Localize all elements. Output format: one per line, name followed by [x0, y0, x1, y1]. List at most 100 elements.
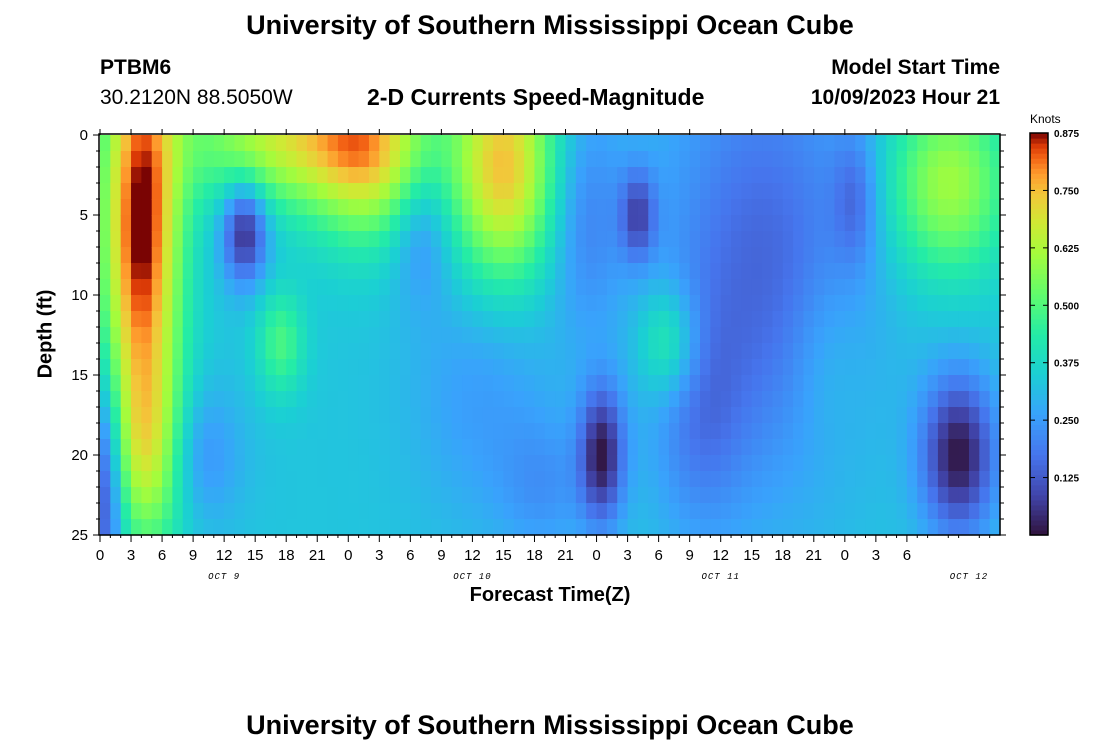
- heatmap-cell: [896, 135, 908, 152]
- heatmap-cell: [793, 151, 805, 168]
- heatmap-cell: [534, 167, 546, 184]
- heatmap-cell: [255, 327, 267, 344]
- heatmap-cell: [317, 359, 329, 376]
- heatmap-cell: [834, 407, 846, 424]
- date-label: OCT 10: [453, 572, 491, 582]
- heatmap-cell: [917, 263, 929, 280]
- heatmap-cell: [224, 391, 236, 408]
- heatmap-cell: [141, 455, 153, 472]
- heatmap-cell: [793, 135, 805, 152]
- heatmap-cell: [637, 391, 649, 408]
- heatmap-cell: [503, 455, 515, 472]
- heatmap-cell: [710, 247, 722, 264]
- heatmap-cell: [813, 519, 825, 536]
- heatmap-cell: [193, 135, 205, 152]
- heatmap-cell: [782, 407, 794, 424]
- heatmap-cell: [937, 343, 949, 360]
- heatmap-cell: [172, 503, 184, 520]
- heatmap-cell: [420, 343, 432, 360]
- heatmap-cell: [234, 423, 246, 440]
- heatmap-cell: [203, 375, 215, 392]
- heatmap-cell: [472, 183, 484, 200]
- heatmap-cell: [606, 519, 618, 536]
- heatmap-cell: [400, 167, 411, 184]
- heatmap-cell: [172, 151, 184, 168]
- heatmap-cell: [131, 359, 142, 376]
- heatmap-cell: [244, 167, 256, 184]
- heatmap-cell: [658, 167, 670, 184]
- heatmap-cell: [348, 487, 360, 504]
- heatmap-cell: [193, 327, 205, 344]
- heatmap-cell: [979, 167, 991, 184]
- heatmap-cell: [462, 295, 474, 312]
- heatmap-cell: [544, 167, 556, 184]
- heatmap-cell: [658, 231, 670, 248]
- colorbar-segment: [1030, 198, 1048, 204]
- heatmap-cell: [431, 407, 442, 424]
- heatmap-cell: [120, 503, 132, 520]
- heatmap-cell: [544, 151, 556, 168]
- heatmap-cell: [793, 247, 805, 264]
- heatmap-cell: [668, 247, 680, 264]
- heatmap-cell: [120, 167, 132, 184]
- heatmap-cell: [648, 391, 660, 408]
- heatmap-cell: [400, 231, 411, 248]
- heatmap-cell: [648, 263, 660, 280]
- heatmap-cell: [875, 183, 887, 200]
- heatmap-cell: [255, 391, 267, 408]
- heatmap-cell: [772, 199, 784, 216]
- heatmap-cell: [782, 343, 794, 360]
- colorbar-segment: [1030, 253, 1048, 260]
- heatmap-cell: [824, 471, 836, 488]
- heatmap-cell: [110, 455, 122, 472]
- heatmap-cell: [420, 263, 432, 280]
- heatmap-cell: [265, 327, 277, 344]
- heatmap-cell: [431, 503, 442, 520]
- heatmap-cell: [772, 295, 784, 312]
- heatmap-cell: [803, 311, 815, 328]
- heatmap-cell: [741, 327, 753, 344]
- heatmap-cell: [751, 295, 763, 312]
- heatmap-cell: [172, 407, 184, 424]
- heatmap-cell: [286, 423, 298, 440]
- heatmap-cell: [689, 423, 701, 440]
- heatmap-cell: [751, 439, 763, 456]
- x-tick-label: 21: [557, 547, 574, 564]
- heatmap-cell: [979, 423, 991, 440]
- heatmap-cell: [906, 439, 918, 456]
- heatmap-cell: [741, 391, 753, 408]
- heatmap-cell: [451, 215, 463, 232]
- heatmap-cell: [927, 231, 939, 248]
- heatmap-cell: [658, 343, 670, 360]
- heatmap-cell: [937, 327, 949, 344]
- heatmap-cell: [700, 135, 711, 152]
- heatmap-cell: [606, 263, 618, 280]
- heatmap-cell: [337, 375, 349, 392]
- heatmap-cell: [337, 423, 349, 440]
- heatmap-cell: [855, 423, 867, 440]
- heatmap-cell: [813, 455, 825, 472]
- heatmap-cell: [596, 199, 608, 216]
- heatmap-cell: [586, 407, 598, 424]
- heatmap-cell: [151, 231, 163, 248]
- heatmap-cell: [441, 215, 453, 232]
- colorbar-segment: [1030, 454, 1048, 461]
- heatmap-cell: [875, 151, 887, 168]
- heatmap-cell: [720, 199, 732, 216]
- heatmap-cell: [958, 327, 970, 344]
- heatmap-cell: [296, 231, 308, 248]
- colorbar-segment: [1030, 168, 1048, 174]
- heatmap-cell: [213, 199, 225, 216]
- heatmap-cell: [493, 199, 505, 216]
- heatmap-cell: [327, 471, 339, 488]
- heatmap-cell: [896, 455, 908, 472]
- heatmap-cell: [275, 343, 287, 360]
- heatmap-cell: [544, 487, 556, 504]
- heatmap-cell: [668, 359, 680, 376]
- heatmap-cell: [306, 327, 318, 344]
- heatmap-cell: [979, 263, 991, 280]
- heatmap-cell: [855, 503, 867, 520]
- heatmap-cell: [286, 247, 298, 264]
- heatmap-cell: [679, 295, 691, 312]
- heatmap-cell: [762, 151, 774, 168]
